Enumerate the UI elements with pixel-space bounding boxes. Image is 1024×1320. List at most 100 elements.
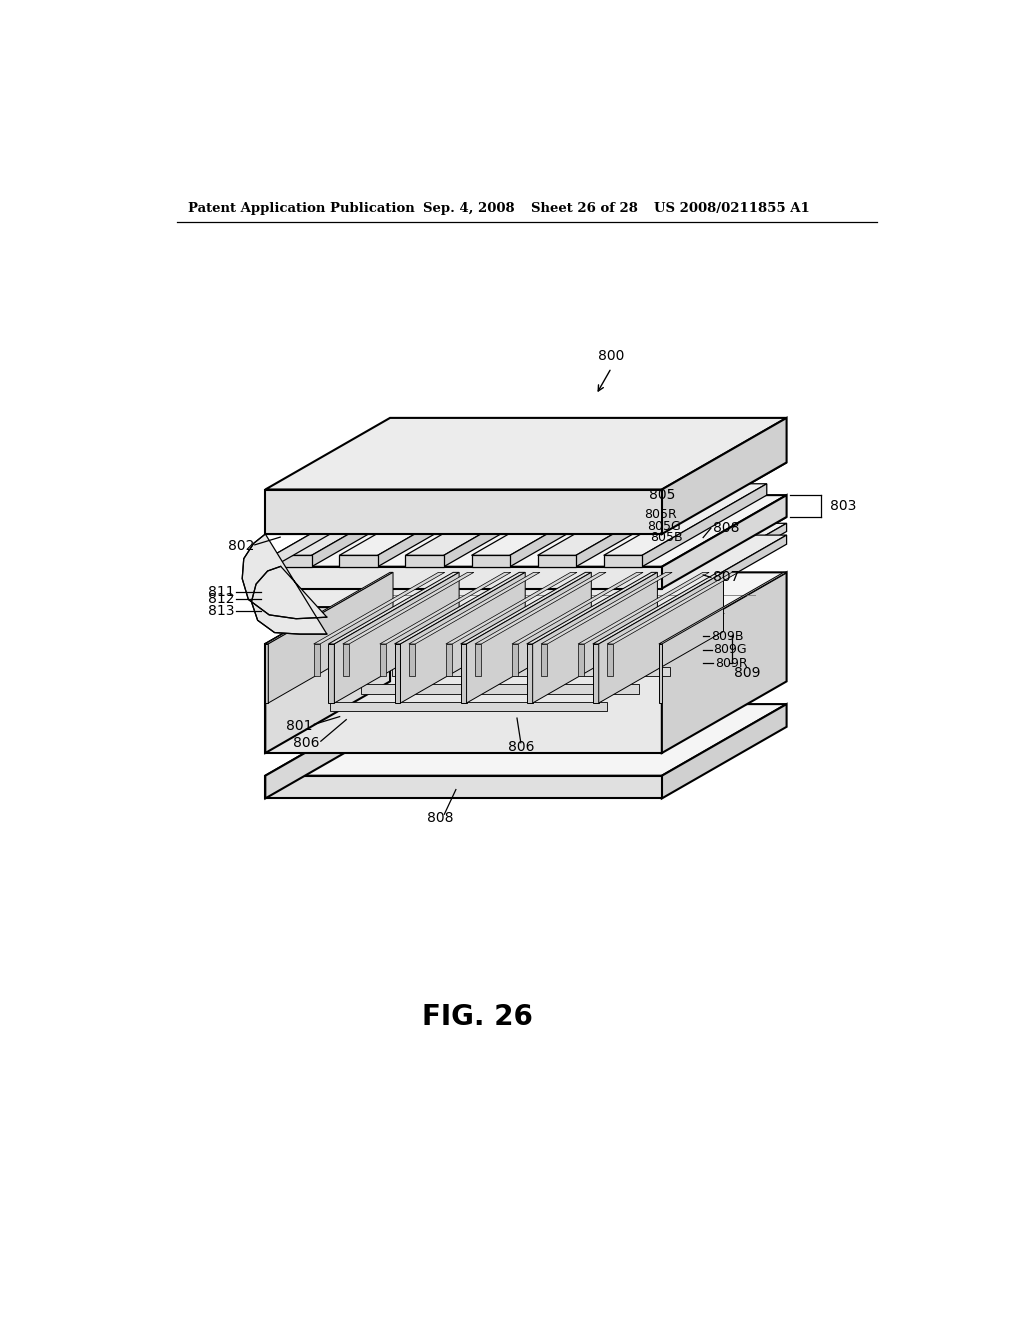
Polygon shape (526, 644, 532, 704)
Polygon shape (265, 573, 390, 752)
Text: FIG. 26: FIG. 26 (422, 1003, 534, 1031)
Text: 809G: 809G (713, 643, 746, 656)
Text: 811: 811 (208, 585, 234, 599)
Polygon shape (579, 644, 585, 676)
Text: 803: 803 (830, 499, 857, 513)
Polygon shape (642, 483, 767, 566)
Text: 808: 808 (427, 810, 454, 825)
Text: 809B: 809B (711, 630, 743, 643)
Polygon shape (409, 644, 415, 676)
Text: Sep. 4, 2008: Sep. 4, 2008 (423, 202, 515, 215)
Polygon shape (575, 483, 700, 566)
Polygon shape (443, 483, 568, 566)
Polygon shape (265, 517, 786, 589)
Polygon shape (265, 523, 786, 595)
Polygon shape (329, 644, 335, 704)
Polygon shape (380, 573, 511, 644)
Polygon shape (394, 573, 525, 644)
Polygon shape (343, 644, 349, 676)
Text: 805G: 805G (647, 520, 681, 533)
Polygon shape (538, 556, 575, 566)
Text: 809R: 809R (715, 657, 748, 669)
Polygon shape (475, 573, 606, 644)
Polygon shape (512, 644, 518, 676)
Text: 806: 806 (508, 739, 535, 754)
Polygon shape (461, 644, 467, 704)
Polygon shape (593, 644, 599, 704)
Polygon shape (265, 607, 662, 616)
Polygon shape (273, 483, 398, 566)
Text: 808: 808 (713, 521, 739, 536)
Polygon shape (604, 556, 642, 566)
Text: 802: 802 (228, 540, 255, 553)
Polygon shape (339, 556, 378, 566)
Polygon shape (265, 704, 786, 776)
Text: 800: 800 (598, 350, 625, 363)
Polygon shape (532, 573, 657, 704)
Polygon shape (335, 573, 459, 704)
Polygon shape (579, 573, 710, 644)
Text: 806: 806 (293, 735, 319, 750)
Text: 805: 805 (649, 488, 676, 503)
Polygon shape (461, 573, 591, 644)
Polygon shape (658, 644, 662, 704)
Text: US 2008/0211855 A1: US 2008/0211855 A1 (654, 202, 810, 215)
Polygon shape (329, 573, 459, 644)
Polygon shape (265, 573, 786, 644)
Text: 807: 807 (713, 570, 739, 585)
Polygon shape (467, 573, 591, 704)
Polygon shape (406, 483, 568, 556)
Polygon shape (604, 483, 767, 556)
Text: 805B: 805B (650, 532, 683, 544)
Polygon shape (471, 556, 510, 566)
Polygon shape (265, 535, 786, 607)
Polygon shape (313, 573, 444, 644)
Polygon shape (265, 776, 662, 799)
Text: Patent Application Publication: Patent Application Publication (188, 202, 415, 215)
Polygon shape (512, 573, 643, 644)
Polygon shape (607, 573, 738, 644)
Polygon shape (273, 483, 436, 556)
Polygon shape (343, 573, 474, 644)
Polygon shape (265, 704, 390, 799)
Polygon shape (409, 573, 540, 644)
Polygon shape (378, 483, 503, 566)
Polygon shape (475, 644, 481, 676)
Text: 801: 801 (286, 719, 312, 733)
Polygon shape (662, 573, 786, 752)
Polygon shape (243, 535, 327, 634)
Polygon shape (265, 644, 662, 752)
Polygon shape (541, 573, 672, 644)
Polygon shape (471, 483, 635, 556)
Polygon shape (599, 573, 724, 704)
Polygon shape (400, 573, 525, 704)
Polygon shape (406, 556, 443, 566)
Polygon shape (662, 535, 786, 616)
Polygon shape (380, 644, 386, 676)
Polygon shape (265, 595, 662, 603)
Polygon shape (330, 702, 607, 711)
Text: 812: 812 (208, 591, 234, 606)
Polygon shape (339, 483, 503, 556)
Polygon shape (265, 418, 786, 490)
Polygon shape (662, 418, 786, 535)
Text: 805R: 805R (644, 508, 677, 521)
Polygon shape (538, 483, 700, 556)
Polygon shape (662, 495, 786, 589)
Polygon shape (265, 495, 786, 566)
Text: 809: 809 (734, 665, 761, 680)
Polygon shape (526, 573, 657, 644)
Polygon shape (265, 644, 268, 704)
Polygon shape (662, 523, 786, 603)
Polygon shape (268, 573, 393, 704)
Text: Sheet 26 of 28: Sheet 26 of 28 (531, 202, 638, 215)
Polygon shape (658, 573, 786, 644)
Polygon shape (265, 573, 393, 644)
Polygon shape (662, 704, 786, 799)
Polygon shape (361, 685, 639, 693)
Polygon shape (445, 573, 577, 644)
Polygon shape (265, 566, 662, 589)
Polygon shape (541, 644, 548, 676)
Polygon shape (265, 490, 662, 535)
Polygon shape (394, 644, 400, 704)
